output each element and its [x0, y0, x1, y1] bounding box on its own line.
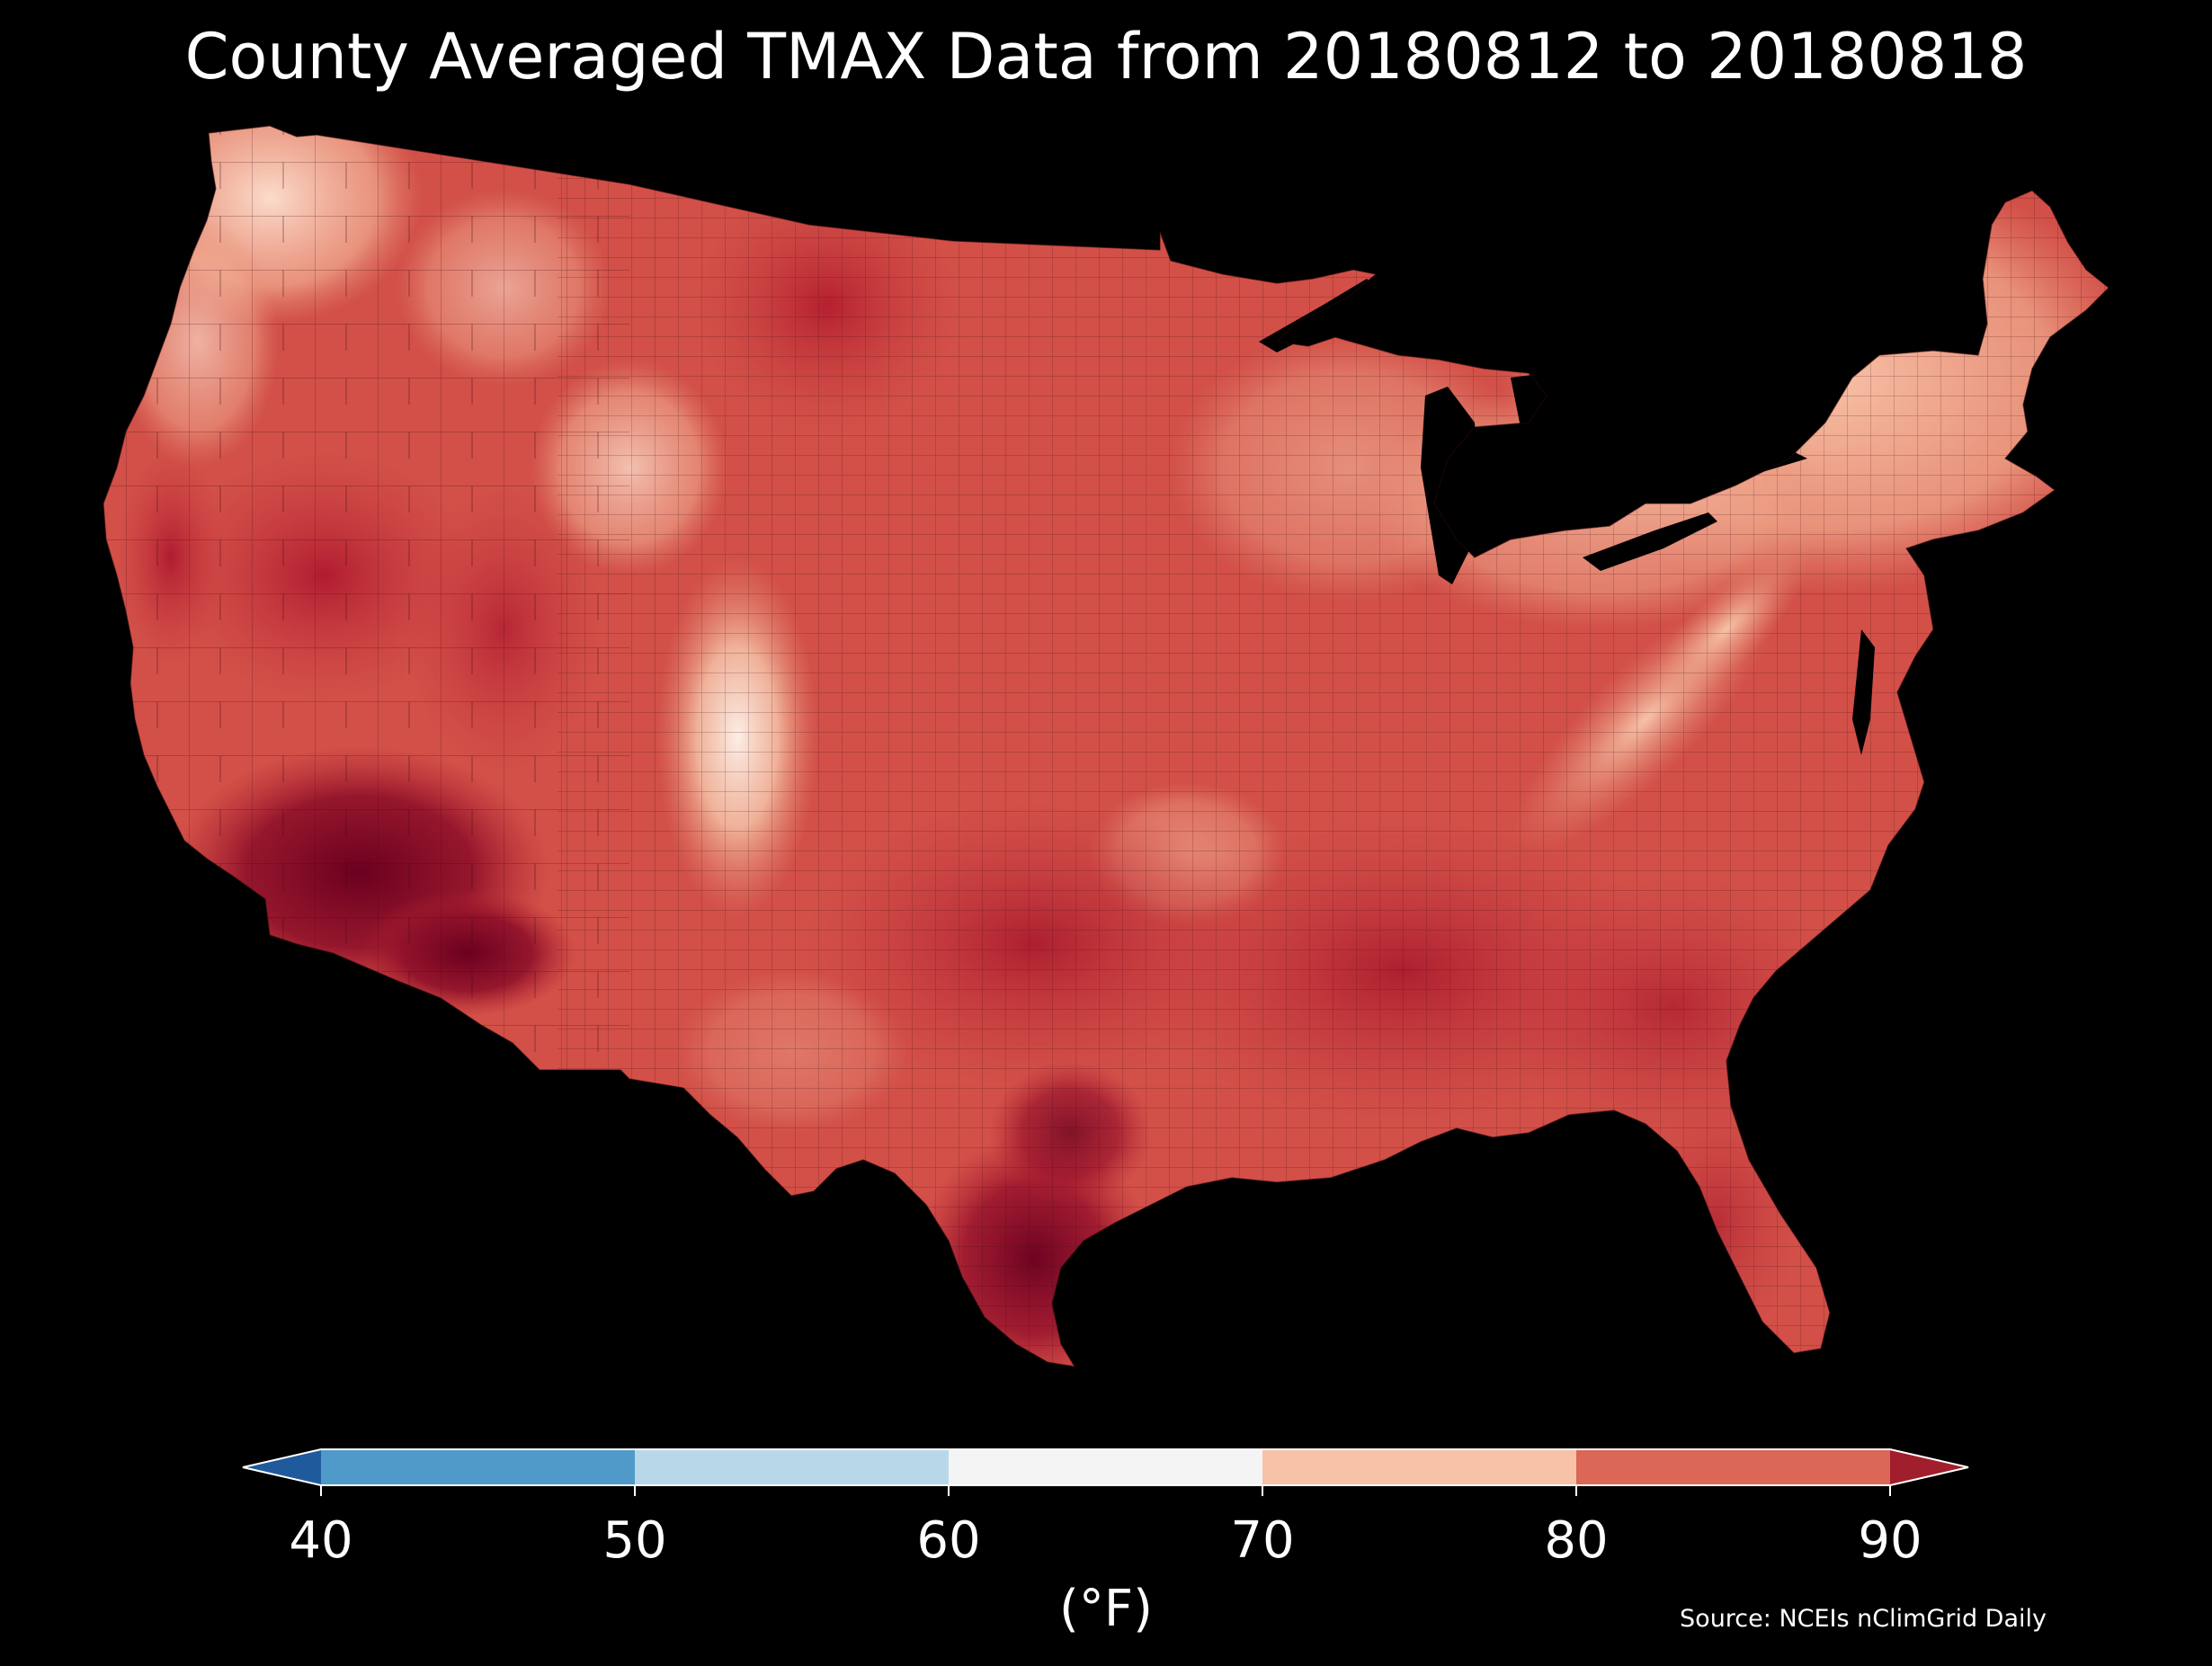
- lake-huron: [1511, 373, 1565, 454]
- lake-michigan: [1421, 387, 1479, 584]
- colorbar-bin-60-70: [949, 1449, 1262, 1485]
- lake-superior: [1259, 279, 1380, 352]
- temperature-field: [103, 126, 2109, 1367]
- lake-erie: [1583, 512, 1717, 571]
- map-title: County Averaged TMAX Data from 20180812 …: [184, 20, 2028, 94]
- colorbar-tick-label: 60: [916, 1511, 981, 1570]
- great-lakes: [1259, 279, 1875, 755]
- colorbar-tick-label: 70: [1230, 1511, 1295, 1570]
- colorbar-tick-label: 40: [289, 1511, 353, 1570]
- colorbar-unit-label: (°F): [1059, 1580, 1153, 1638]
- conus-map-svg: [103, 125, 2109, 1368]
- colorbar-bin-40-50: [321, 1449, 635, 1485]
- colorbar-tick-label: 80: [1544, 1511, 1609, 1570]
- chesapeake-bay: [1852, 629, 1875, 755]
- colorbar-over-arrow: [1890, 1449, 1968, 1485]
- lake-ontario: [1735, 450, 1807, 472]
- colorbar-under-arrow: [243, 1449, 321, 1485]
- colorbar-bin-80-90: [1576, 1449, 1890, 1485]
- colorbar-svg: [242, 1448, 1969, 1496]
- colorbar-tick-label: 90: [1858, 1511, 1922, 1570]
- colorbar-ticks: [320, 1485, 1891, 1496]
- colorbar-bin-70-80: [1262, 1449, 1576, 1485]
- source-credit: Source: NCEIs nClimGrid Daily: [1680, 1605, 2047, 1633]
- colorbar-bin-50-60: [635, 1449, 949, 1485]
- colorbar-tick-label: 50: [602, 1511, 667, 1570]
- colorbar: [225, 1439, 1987, 1510]
- us-county-map: [103, 125, 2109, 1368]
